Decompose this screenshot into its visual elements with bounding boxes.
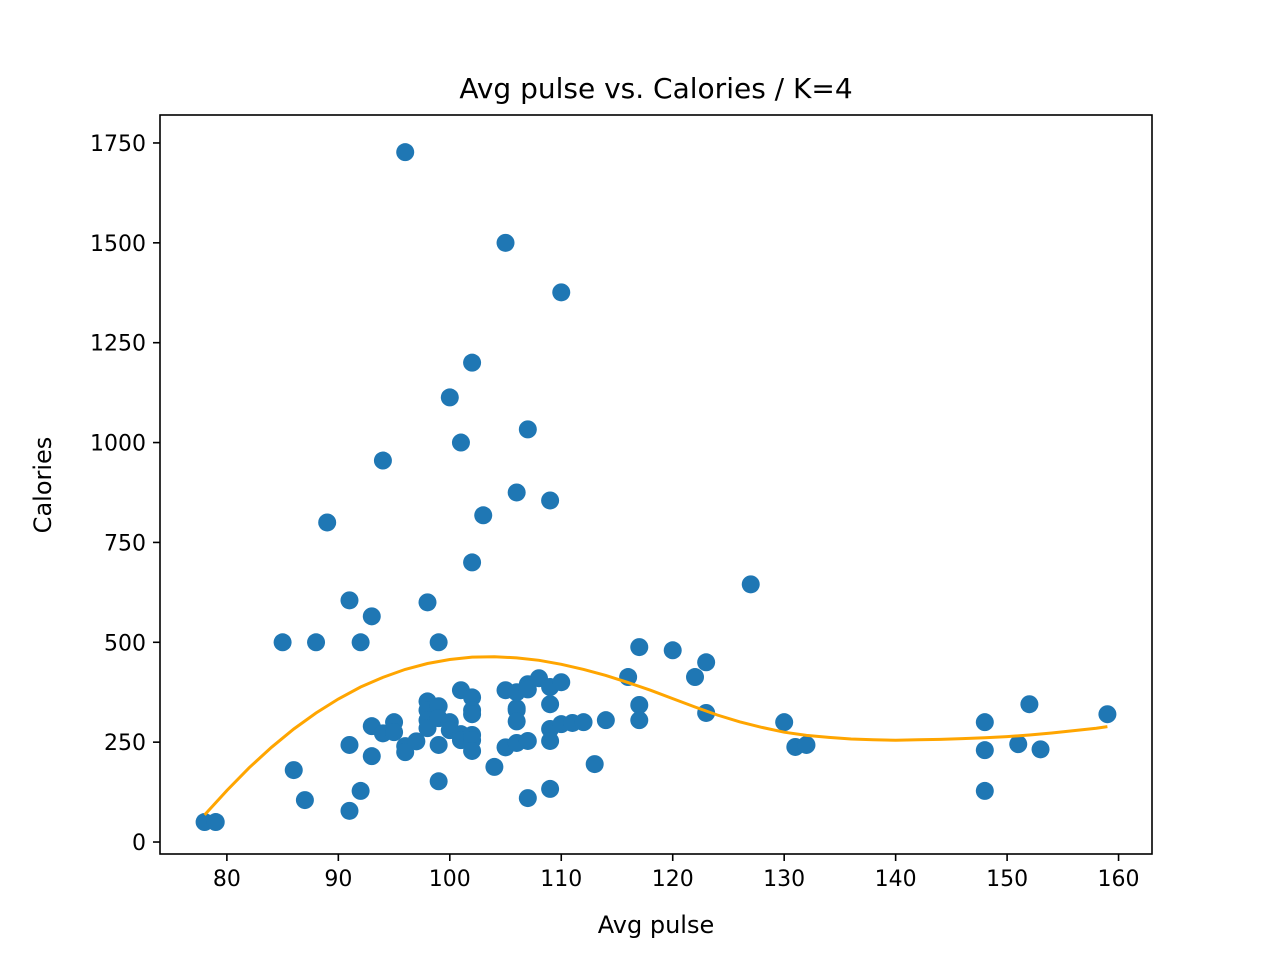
data-point: [663, 641, 682, 660]
data-point: [463, 353, 482, 372]
x-tick-label: 140: [875, 867, 917, 892]
data-point: [295, 791, 314, 810]
x-tick-label: 120: [652, 867, 694, 892]
data-point: [686, 668, 705, 687]
data-point: [1098, 705, 1117, 724]
data-point: [741, 575, 760, 594]
data-point: [975, 781, 994, 800]
plot-area: [195, 143, 1117, 832]
data-point: [518, 731, 537, 750]
data-point: [975, 741, 994, 760]
x-tick-label: 150: [986, 867, 1028, 892]
data-point: [1031, 740, 1050, 759]
data-point: [440, 388, 459, 407]
chart-title: Avg pulse vs. Calories / K=4: [459, 72, 852, 105]
y-tick-label: 1000: [90, 432, 146, 457]
y-tick-label: 250: [104, 731, 146, 756]
data-point: [496, 233, 515, 252]
x-axis-ticks: 80 90 100 110 120 130 140 150 160: [213, 854, 1140, 892]
data-point: [429, 772, 448, 791]
data-point: [284, 761, 303, 780]
data-point: [630, 711, 649, 730]
data-point: [307, 633, 326, 652]
y-tick-label: 750: [104, 531, 146, 556]
x-tick-label: 110: [540, 867, 582, 892]
data-point: [552, 283, 571, 302]
data-point: [351, 781, 370, 800]
data-point: [485, 757, 504, 776]
data-point: [541, 779, 560, 798]
y-tick-label: 1250: [90, 332, 146, 357]
polynomial-fit-curve: [203, 655, 1108, 816]
data-point: [351, 633, 370, 652]
data-point: [318, 513, 337, 532]
x-tick-label: 90: [324, 867, 352, 892]
data-point: [574, 713, 593, 732]
data-point: [541, 731, 560, 750]
data-point: [463, 553, 482, 572]
data-point: [463, 688, 482, 707]
x-tick-label: 100: [429, 867, 471, 892]
data-point: [630, 696, 649, 715]
y-tick-label: 1500: [90, 232, 146, 257]
data-point: [507, 483, 526, 502]
x-tick-label: 160: [1098, 867, 1140, 892]
data-point: [396, 743, 415, 762]
data-point: [518, 420, 537, 439]
data-point: [396, 143, 415, 162]
data-point: [451, 433, 470, 452]
y-axis-label: Calories: [29, 437, 57, 534]
y-tick-label: 0: [132, 831, 146, 856]
data-point: [541, 695, 560, 714]
data-point: [630, 638, 649, 657]
data-point: [463, 741, 482, 760]
data-point: [429, 735, 448, 754]
data-point: [340, 735, 359, 754]
plot-frame: [159, 114, 1153, 855]
data-point: [206, 813, 225, 832]
data-point: [518, 789, 537, 808]
data-point: [507, 712, 526, 731]
data-point: [362, 607, 381, 626]
x-tick-label: 130: [763, 867, 805, 892]
data-point: [407, 732, 426, 751]
data-point: [373, 451, 392, 470]
data-point: [585, 755, 604, 774]
y-tick-label: 1750: [90, 132, 146, 157]
data-point: [340, 591, 359, 610]
data-point: [518, 680, 537, 699]
x-tick-label: 80: [213, 867, 241, 892]
data-point: [463, 705, 482, 724]
data-point: [697, 653, 716, 672]
data-point: [418, 593, 437, 612]
data-point: [1020, 695, 1039, 714]
data-point: [474, 506, 493, 525]
data-point: [1009, 735, 1028, 754]
data-point: [340, 801, 359, 820]
y-tick-label: 500: [104, 631, 146, 656]
x-axis-label: Avg pulse: [598, 911, 714, 939]
data-point: [429, 633, 448, 652]
data-point: [385, 723, 404, 742]
data-point: [552, 673, 571, 692]
data-point: [775, 713, 794, 732]
data-point: [273, 633, 292, 652]
data-point: [975, 713, 994, 732]
data-point: [362, 747, 381, 766]
data-point: [541, 491, 560, 510]
data-point: [596, 711, 615, 730]
y-axis-ticks: 0 250 500 750 1000 1250 1500 1750: [90, 132, 160, 856]
data-point: [797, 735, 816, 754]
